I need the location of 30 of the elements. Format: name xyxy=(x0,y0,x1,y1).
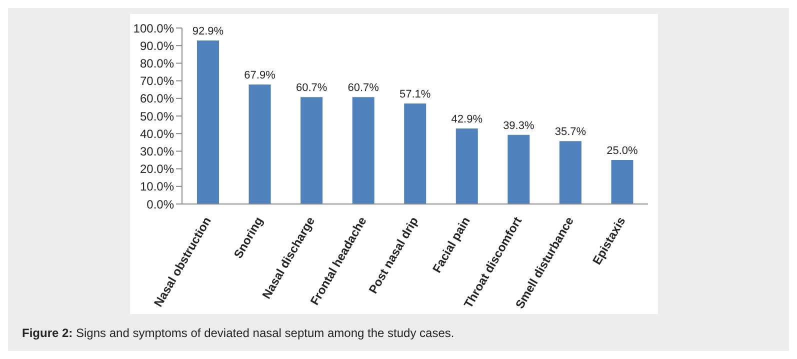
data-label: 60.7% xyxy=(348,82,380,94)
bar xyxy=(611,160,634,204)
bar xyxy=(404,104,426,204)
y-tick-label: 10.0% xyxy=(140,180,174,194)
data-label: 25.0% xyxy=(606,145,638,157)
y-tick-label: 60.0% xyxy=(140,92,174,106)
data-label: 35.7% xyxy=(554,126,586,138)
y-tick-label: 90.0% xyxy=(140,38,174,53)
y-tick-label: 50.0% xyxy=(140,109,174,124)
data-label: 60.7% xyxy=(296,82,328,94)
y-tick-label: 80.0% xyxy=(140,56,174,70)
data-label: 39.3% xyxy=(503,120,534,132)
bar xyxy=(197,40,219,204)
bar xyxy=(352,97,374,204)
bar xyxy=(300,97,323,204)
y-tick-label: 20.0% xyxy=(140,162,174,176)
data-label: 42.9% xyxy=(451,113,483,126)
bar xyxy=(559,141,582,204)
y-tick-label: 30.0% xyxy=(140,144,174,158)
y-tick-label: 100.0% xyxy=(133,21,174,36)
bar xyxy=(456,128,478,204)
data-label: 57.1% xyxy=(400,88,431,101)
y-tick-label: 70.0% xyxy=(140,74,174,88)
data-label: 92.9% xyxy=(192,25,224,38)
caption: Figure 2: Signs and symptoms of deviated nasal septum among the study cases. xyxy=(22,326,454,340)
bar xyxy=(508,134,530,204)
y-tick-label: 40.0% xyxy=(140,126,174,141)
y-tick-label: 0.0% xyxy=(146,197,174,212)
data-label: 67.9% xyxy=(244,69,276,82)
bar xyxy=(248,84,271,204)
